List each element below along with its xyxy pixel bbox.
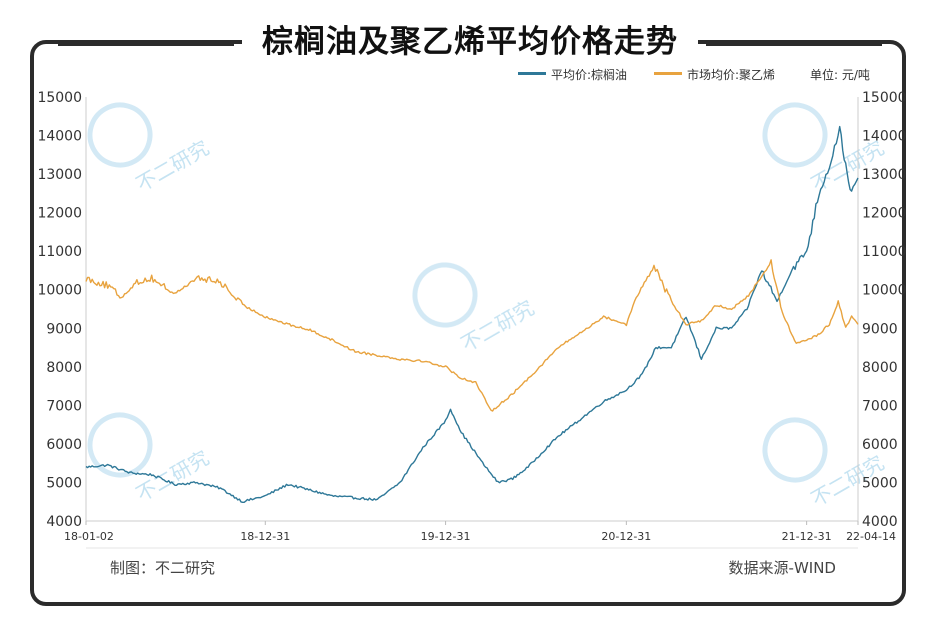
legend-swatch-pe: [654, 72, 682, 75]
unit-label: 单位: 元/吨: [810, 67, 870, 82]
legend: 平均价:棕榈油 市场均价:聚乙烯 单位: 元/吨: [518, 67, 870, 82]
right-tick-label: 14000: [862, 129, 907, 145]
x-tick-label: 20-12-31: [601, 530, 651, 543]
right-tick-label: 4000: [862, 514, 898, 530]
x-tick-label: 21-12-31: [782, 530, 832, 543]
left-tick-label: 7000: [46, 398, 82, 414]
series-line-palm-oil: [85, 125, 859, 503]
right-tick-label: 13000: [862, 167, 907, 183]
right-tick-label: 7000: [862, 398, 898, 414]
left-tick-labels: 15000 14000 13000 12000 11000 10000 9000 8000 70…: [37, 90, 82, 530]
left-tick-label: 4000: [46, 514, 82, 530]
title-rule-right: [706, 42, 882, 46]
title-bar: 棕榈油及聚乙烯平均价格走势: [0, 6, 940, 66]
right-tick-label: 15000: [862, 90, 907, 106]
title-rule-left: [58, 42, 234, 46]
left-tick-label: 11000: [37, 244, 82, 260]
right-tick-label: 11000: [862, 244, 907, 260]
data-source: 数据来源-WIND: [728, 559, 836, 577]
right-tick-label: 9000: [862, 321, 898, 337]
watermark-logo: 不二研究: [87, 102, 213, 197]
series-layer: [85, 125, 859, 503]
legend-label-palm: 平均价:棕榈油: [551, 67, 627, 82]
watermark-logo: 不二研究: [412, 262, 538, 357]
x-tick-label: 22-04-14: [846, 530, 896, 543]
series-line-polyethylene: [85, 259, 859, 412]
left-tick-label: 14000: [37, 129, 82, 145]
right-tick-label: 10000: [862, 283, 907, 299]
right-tick-labels: 15000 14000 13000 12000 11000 10000 9000 8000 70…: [862, 90, 907, 530]
x-tick-label: 18-12-31: [240, 530, 290, 543]
x-tick-label: 19-12-31: [421, 530, 471, 543]
watermark-text: 不二研究: [132, 136, 213, 197]
left-tick-label: 10000: [37, 283, 82, 299]
watermark-logo: 不二研究: [87, 412, 213, 507]
legend-label-pe: 市场均价:聚乙烯: [687, 67, 775, 82]
right-tick-label: 12000: [862, 206, 907, 222]
left-tick-label: 13000: [37, 167, 82, 183]
chart-title: 棕榈油及聚乙烯平均价格走势: [242, 16, 698, 61]
right-tick-label: 5000: [862, 475, 898, 491]
watermark-text: 不二研究: [807, 136, 888, 197]
chart-credit: 制图：不二研究: [110, 559, 216, 577]
x-tick-labels: 18-01-02 18-12-31 19-12-31 20-12-31 21-12-31…: [64, 521, 896, 543]
left-tick-label: 12000: [37, 206, 82, 222]
left-tick-label: 9000: [46, 321, 82, 337]
left-tick-label: 5000: [46, 475, 82, 491]
left-tick-label: 6000: [46, 437, 82, 453]
x-tick-label: 18-01-02: [64, 530, 114, 543]
left-tick-label: 15000: [37, 90, 82, 106]
left-tick-label: 8000: [46, 360, 82, 376]
watermark-layer: 不二研究 不二研究 不二研究 不二研究 不二研究: [87, 102, 888, 511]
watermark-text: 不二研究: [132, 446, 213, 507]
right-tick-label: 8000: [862, 360, 898, 376]
right-tick-label: 6000: [862, 437, 898, 453]
watermark-text: 不二研究: [457, 296, 538, 357]
legend-swatch-palm: [518, 72, 546, 75]
